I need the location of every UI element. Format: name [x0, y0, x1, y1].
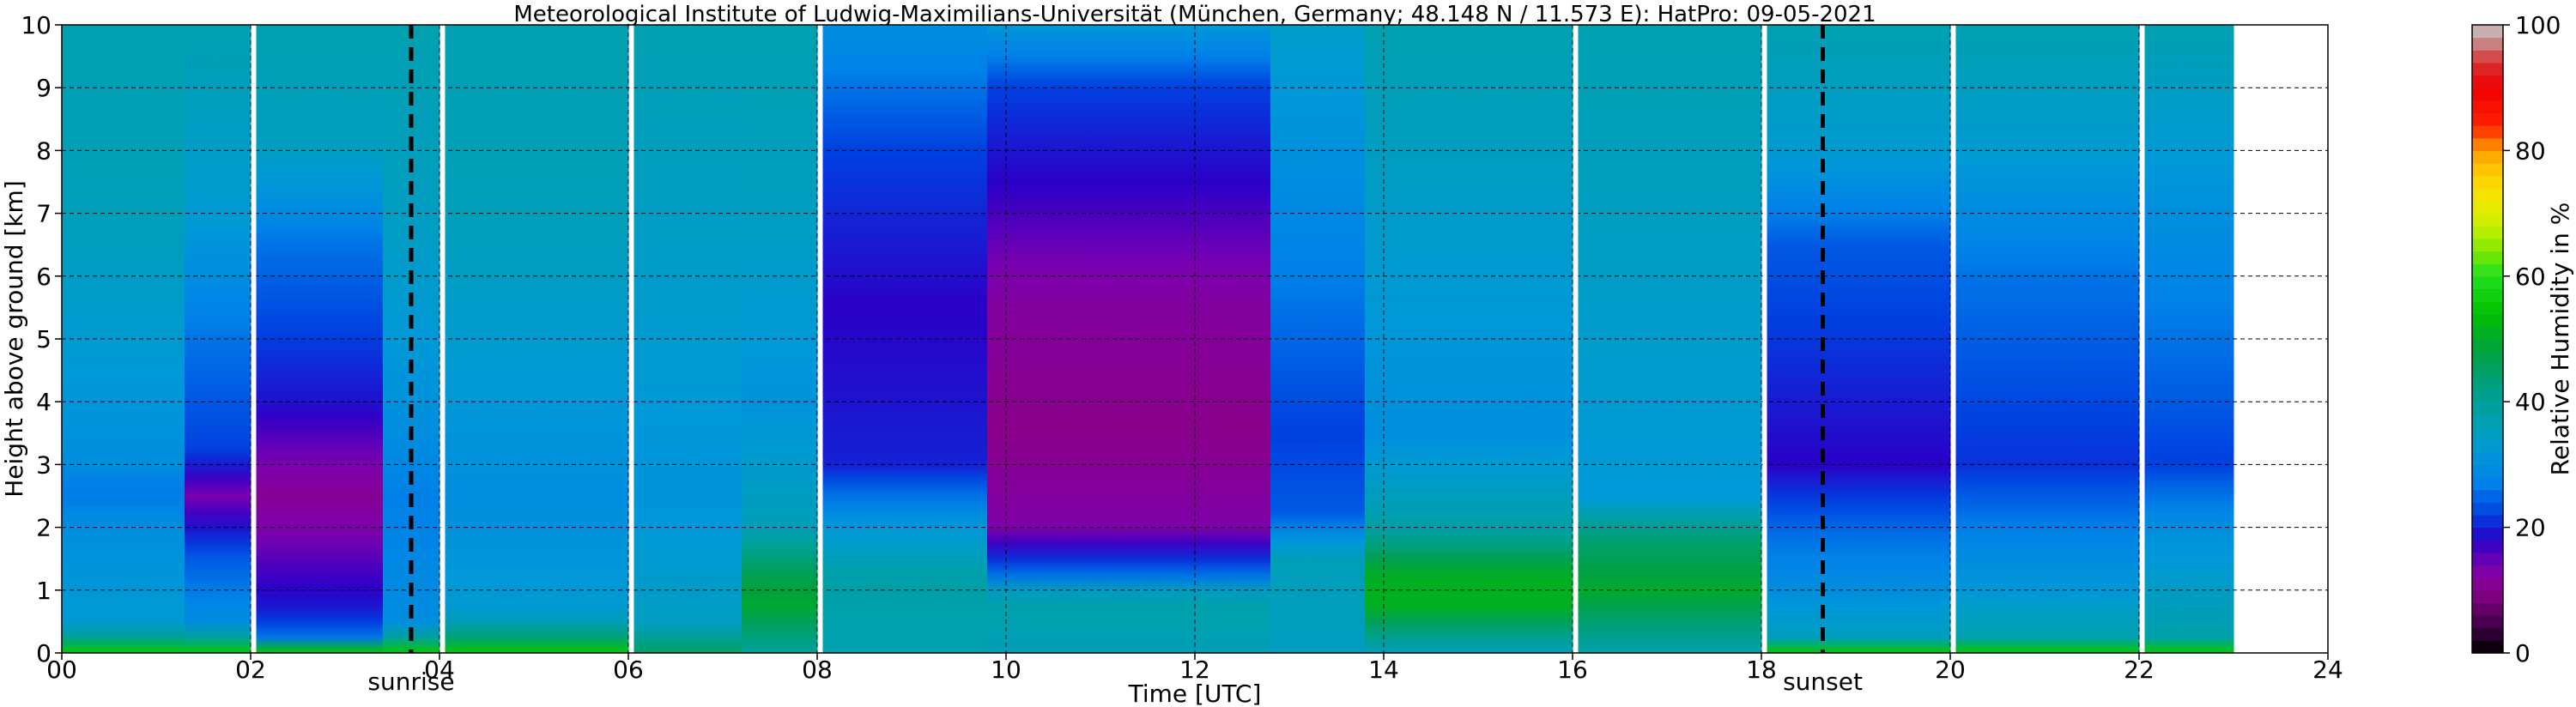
- y-tick-label: 6: [36, 263, 52, 291]
- colorbar-step: [2472, 565, 2503, 578]
- colorbar-step: [2472, 540, 2503, 553]
- y-tick-label: 3: [36, 450, 52, 479]
- data-gap-lines: [252, 25, 2145, 653]
- x-tick-label: 12: [1179, 656, 1210, 684]
- colorbar-tick-label: 0: [2515, 639, 2531, 668]
- colorbar-step: [2472, 402, 2503, 415]
- colorbar-step: [2472, 589, 2503, 604]
- y-axis-label: Height above ground [km]: [0, 180, 28, 498]
- colorbar-step: [2472, 489, 2503, 503]
- colorbar-step: [2472, 37, 2503, 51]
- y-tick-label: 9: [36, 74, 52, 102]
- x-tick-label: 02: [235, 656, 266, 684]
- colorbar-step: [2472, 50, 2503, 63]
- x-tick-label: 22: [2124, 656, 2155, 684]
- colorbar-step: [2472, 339, 2503, 353]
- colorbar-step: [2472, 364, 2503, 378]
- y-tick-label: 7: [36, 200, 52, 228]
- y-tick-label: 10: [21, 11, 52, 39]
- colorbar-step: [2472, 62, 2503, 76]
- colorbar: [2471, 24, 2504, 654]
- x-tick-label: 00: [46, 656, 77, 684]
- x-tick-label: 04: [424, 656, 455, 684]
- colorbar-step: [2472, 263, 2503, 277]
- y-tick-label: 5: [36, 325, 52, 354]
- x-tick-label: 16: [1557, 656, 1588, 684]
- colorbar-step: [2472, 602, 2503, 616]
- sunset-label: sunset: [1783, 668, 1863, 696]
- colorbar-step: [2472, 376, 2503, 390]
- colorbar-step: [2472, 88, 2503, 101]
- colorbar-step: [2472, 414, 2503, 428]
- colorbar-tick-label: 60: [2515, 263, 2546, 291]
- colorbar-tick-label: 20: [2515, 514, 2546, 542]
- colorbar-step: [2472, 226, 2503, 239]
- colorbar-step: [2472, 288, 2503, 302]
- colorbar-step: [2472, 188, 2503, 202]
- colorbar-step: [2472, 251, 2503, 264]
- sunrise-label: sunrise: [367, 668, 454, 696]
- colorbar-label: Relative Humidity in %: [2546, 202, 2574, 476]
- y-axis-ticks: 0 1 2 3 4 5 6 7 8 9 10: [21, 11, 62, 668]
- colorbar-step: [2472, 200, 2503, 215]
- x-tick-label: 20: [1935, 656, 1966, 684]
- colorbar-step: [2472, 275, 2503, 290]
- x-axis-label: Time [UTC]: [1128, 680, 1262, 707]
- x-axis-ticks: 00 02 04 06 08 10 12 14 16 18 20 22 24: [46, 653, 2343, 684]
- colorbar-step: [2472, 313, 2503, 327]
- colorbar-step: [2472, 150, 2503, 164]
- y-tick-label: 1: [36, 577, 52, 605]
- y-tick-label: 2: [36, 514, 52, 542]
- x-tick-label: 08: [802, 656, 833, 684]
- colorbar-step: [2472, 389, 2503, 402]
- colorbar-step: [2472, 451, 2503, 465]
- colorbar-step: [2472, 577, 2503, 591]
- colorbar-step: [2472, 75, 2503, 88]
- colorbar-step: [2472, 112, 2503, 126]
- colorbar-step: [2472, 213, 2503, 227]
- colorbar-step: [2472, 25, 2503, 39]
- colorbar-tick-label: 100: [2515, 11, 2561, 39]
- colorbar-step: [2472, 527, 2503, 541]
- colorbar-step: [2472, 125, 2503, 139]
- colorbar-step: [2472, 100, 2503, 114]
- y-tick-label: 8: [36, 136, 52, 165]
- colorbar-step: [2472, 502, 2503, 516]
- colorbar-frame: [2471, 24, 2504, 654]
- colorbar-step: [2472, 552, 2503, 566]
- colorbar-step: [2472, 514, 2503, 529]
- colorbar-step: [2472, 238, 2503, 252]
- x-tick-label: 10: [991, 656, 1021, 684]
- colorbar-step: [2472, 175, 2503, 189]
- colorbar-step: [2472, 326, 2503, 340]
- colorbar-step: [2472, 615, 2503, 629]
- x-tick-label: 24: [2312, 656, 2343, 684]
- chart-title: Meteorological Institute of Ludwig-Maxim…: [513, 2, 1876, 27]
- colorbar-step: [2472, 640, 2503, 654]
- colorbar-tick-label: 80: [2515, 136, 2546, 165]
- colorbar-step: [2472, 426, 2503, 440]
- colorbar-step: [2472, 439, 2503, 453]
- colorbar-step: [2472, 351, 2503, 365]
- sun-event-lines: sunrise sunset: [367, 25, 1863, 696]
- colorbar-step: [2472, 301, 2503, 315]
- y-tick-label: 4: [36, 388, 52, 416]
- colorbar-step: [2472, 163, 2503, 177]
- x-tick-label: 18: [1746, 656, 1777, 684]
- colorbar-ticks: 0 20 40 60 80 100: [2503, 11, 2561, 668]
- colorbar-step: [2472, 137, 2503, 151]
- colorbar-step: [2472, 464, 2503, 478]
- colorbar-tick-label: 40: [2515, 388, 2546, 416]
- colorbar-step: [2472, 627, 2503, 641]
- x-tick-label: 06: [613, 656, 644, 684]
- y-tick-label: 0: [36, 639, 52, 668]
- colorbar-step: [2472, 477, 2503, 491]
- x-tick-label: 14: [1368, 656, 1399, 684]
